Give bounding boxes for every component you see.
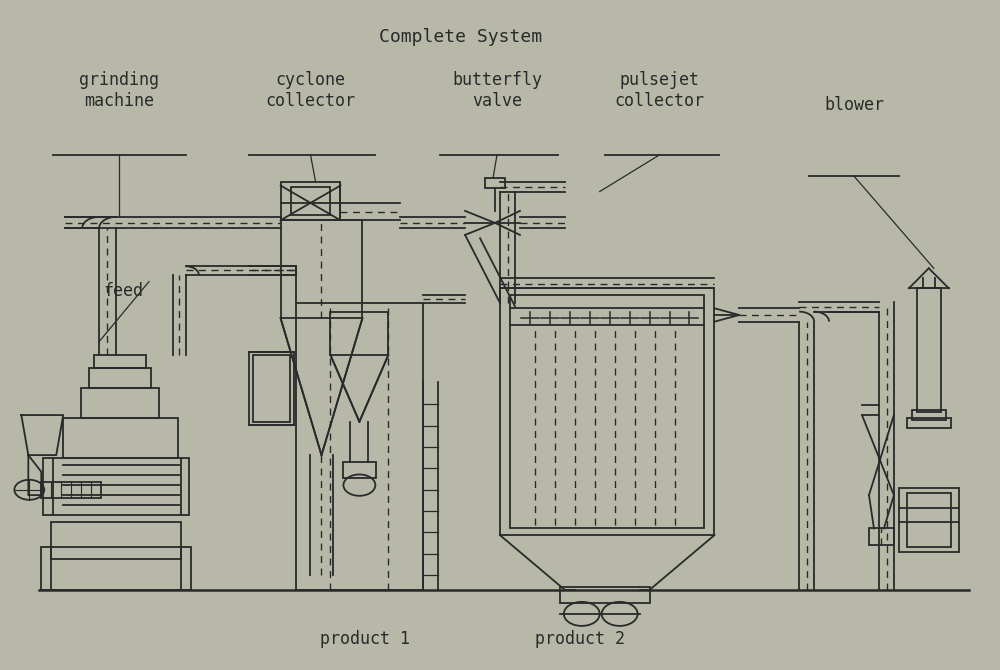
Bar	[51, 522, 181, 559]
Bar	[43, 458, 189, 515]
Text: grinding
machine: grinding machine	[79, 72, 159, 111]
Bar	[89, 369, 151, 389]
Bar	[253, 355, 290, 421]
Bar	[281, 220, 362, 318]
Text: blower: blower	[824, 96, 884, 114]
Bar	[41, 482, 101, 498]
Text: feed: feed	[103, 281, 143, 299]
Bar	[63, 418, 178, 458]
Bar	[281, 182, 340, 220]
Bar	[560, 586, 650, 603]
Bar	[912, 411, 946, 419]
Bar	[330, 312, 388, 355]
Bar	[907, 493, 951, 547]
Bar	[510, 295, 704, 529]
Bar	[917, 288, 941, 412]
Text: butterfly
valve: butterfly valve	[452, 72, 542, 111]
Bar	[500, 288, 714, 535]
Bar	[249, 352, 294, 425]
Text: product 2: product 2	[535, 630, 625, 648]
Text: cyclone
collector: cyclone collector	[266, 72, 356, 111]
Bar	[899, 488, 959, 552]
Text: pulsejet
collector: pulsejet collector	[615, 72, 705, 111]
Bar	[94, 355, 146, 369]
Bar	[291, 187, 330, 215]
Bar	[296, 303, 423, 590]
Bar	[81, 389, 159, 418]
Bar	[343, 462, 376, 478]
Bar	[869, 529, 894, 545]
Bar	[485, 178, 505, 188]
Bar	[41, 547, 191, 590]
Bar	[907, 418, 951, 428]
Text: product 1: product 1	[320, 630, 410, 648]
Text: Complete System: Complete System	[379, 28, 542, 46]
